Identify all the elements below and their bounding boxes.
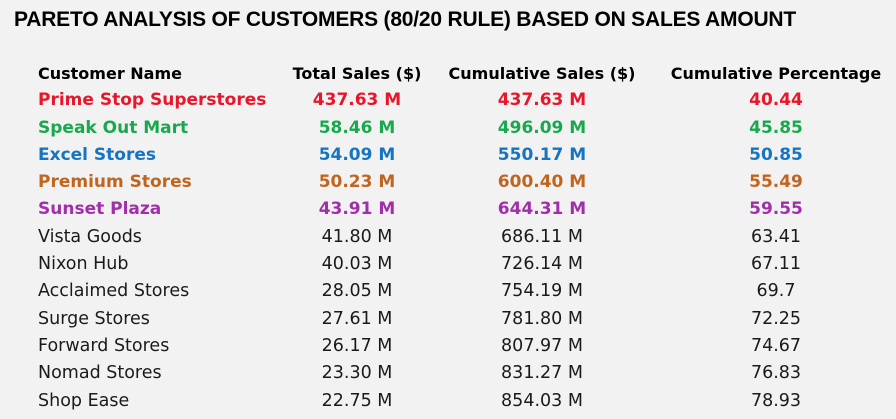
cumulative-sales-cell: 831.27 M [501, 363, 583, 384]
customer-name-cell: Excel Stores [38, 144, 157, 165]
total-sales-cell: 22.75 M [321, 390, 393, 411]
cumulative-percentage-cell: 67.11 [750, 254, 802, 275]
total-sales-cell: 54.09 M [318, 144, 396, 165]
cumulative-percentage-cell: 63.41 [750, 226, 802, 247]
table-row: Nomad Stores 23.30 M 831.27 M 76.83 [0, 360, 896, 387]
table-row: Shop Ease 22.75 M 854.03 M 78.93 [0, 388, 896, 415]
customer-name-cell: Nomad Stores [38, 363, 162, 384]
total-sales-cell: 58.46 M [318, 117, 396, 138]
cumulative-percentage-cell: 69.7 [756, 281, 796, 302]
total-sales-cell: 50.23 M [318, 172, 396, 193]
table-row: Nixon Hub 40.03 M 726.14 M 67.11 [0, 251, 896, 278]
customer-name-cell: Forward Stores [38, 335, 170, 356]
cumulative-percentage-cell: 78.93 [750, 390, 802, 411]
pareto-table: Customer Name Total Sales ($) Cumulative… [0, 60, 896, 415]
header-cumulative-sales: Cumulative Sales ($) [448, 64, 636, 83]
table-row: Premium Stores 50.23 M 600.40 M 55.49 [0, 169, 896, 196]
table-row: Prime Stop Superstores 437.63 M 437.63 M 40… [0, 87, 896, 114]
table-row: Acclaimed Stores 28.05 M 754.19 M 69.7 [0, 278, 896, 305]
table-body: Prime Stop Superstores 437.63 M 437.63 M 40… [0, 87, 896, 415]
cumulative-percentage-cell: 74.67 [750, 335, 802, 356]
table-row: Sunset Plaza 43.91 M 644.31 M 59.55 [0, 196, 896, 223]
cumulative-percentage-cell: 72.25 [750, 308, 802, 329]
total-sales-cell: 28.05 M [321, 281, 393, 302]
cumulative-percentage-cell: 76.83 [750, 363, 802, 384]
table-row: Surge Stores 27.61 M 781.80 M 72.25 [0, 306, 896, 333]
cumulative-sales-cell: 437.63 M [497, 90, 587, 111]
header-cumulative-percentage: Cumulative Percentage [670, 64, 882, 83]
total-sales-cell: 43.91 M [318, 199, 396, 220]
customer-name-cell: Surge Stores [38, 308, 150, 329]
header-customer-name: Customer Name [38, 64, 182, 83]
customer-name-cell: Prime Stop Superstores [38, 90, 267, 111]
customer-name-cell: Vista Goods [38, 226, 142, 247]
cumulative-sales-cell: 496.09 M [497, 117, 587, 138]
cumulative-sales-cell: 726.14 M [501, 254, 583, 275]
table-row: Vista Goods 41.80 M 686.11 M 63.41 [0, 224, 896, 251]
customer-name-cell: Premium Stores [38, 172, 192, 193]
total-sales-cell: 27.61 M [321, 308, 393, 329]
cumulative-percentage-cell: 59.55 [749, 199, 803, 220]
total-sales-cell: 41.80 M [321, 226, 393, 247]
total-sales-cell: 23.30 M [321, 363, 393, 384]
total-sales-cell: 40.03 M [321, 254, 393, 275]
table-header: Customer Name Total Sales ($) Cumulative… [0, 60, 896, 87]
cumulative-percentage-cell: 55.49 [749, 172, 803, 193]
cumulative-sales-cell: 854.03 M [501, 390, 583, 411]
cumulative-sales-cell: 644.31 M [497, 199, 587, 220]
cumulative-percentage-cell: 40.44 [749, 90, 803, 111]
customer-name-cell: Sunset Plaza [38, 199, 162, 220]
page-title: PARETO ANALYSIS OF CUSTOMERS (80/20 RULE… [14, 8, 797, 31]
total-sales-cell: 26.17 M [321, 335, 393, 356]
total-sales-cell: 437.63 M [312, 90, 402, 111]
cumulative-sales-cell: 781.80 M [501, 308, 583, 329]
cumulative-sales-cell: 754.19 M [501, 281, 583, 302]
header-total-sales: Total Sales ($) [292, 64, 422, 83]
cumulative-percentage-cell: 45.85 [749, 117, 803, 138]
customer-name-cell: Acclaimed Stores [38, 281, 190, 302]
table-row: Speak Out Mart 58.46 M 496.09 M 45.85 [0, 115, 896, 142]
customer-name-cell: Nixon Hub [38, 254, 129, 275]
cumulative-sales-cell: 807.97 M [501, 335, 583, 356]
customer-name-cell: Shop Ease [38, 390, 130, 411]
cumulative-sales-cell: 550.17 M [497, 144, 587, 165]
customer-name-cell: Speak Out Mart [38, 117, 189, 138]
cumulative-sales-cell: 686.11 M [501, 226, 583, 247]
table-row: Forward Stores 26.17 M 807.97 M 74.67 [0, 333, 896, 360]
cumulative-percentage-cell: 50.85 [749, 144, 803, 165]
table-row: Excel Stores 54.09 M 550.17 M 50.85 [0, 142, 896, 169]
cumulative-sales-cell: 600.40 M [497, 172, 587, 193]
